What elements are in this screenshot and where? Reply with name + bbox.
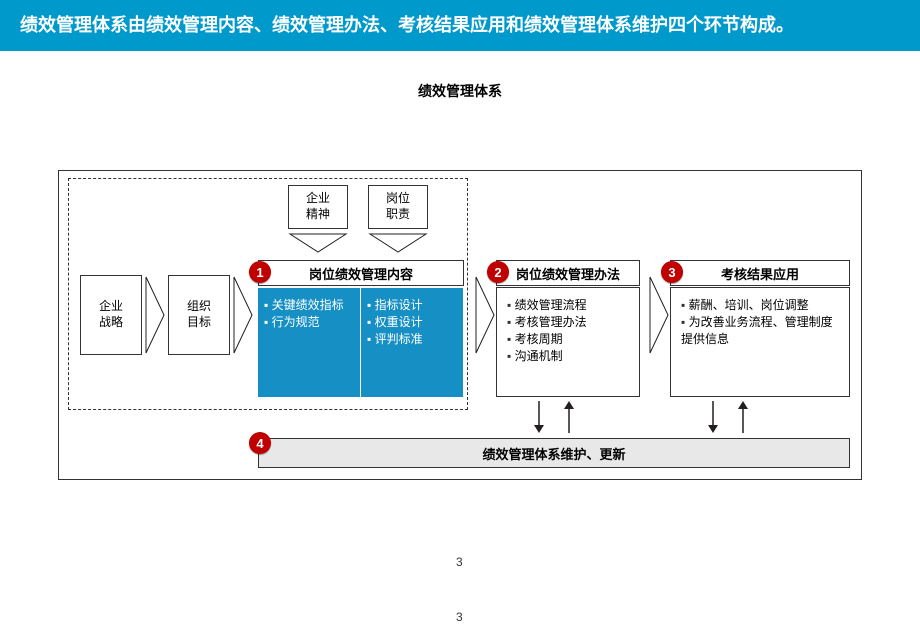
- white-panel: 绩效管理流程考核管理办法考核周期沟通机制: [496, 287, 640, 397]
- arrow-down-icon: [704, 399, 722, 440]
- section-number-badge: 4: [249, 432, 271, 454]
- slide-header: 绩效管理体系由绩效管理内容、绩效管理办法、考核结果应用和绩效管理体系维护四个环节…: [0, 0, 920, 51]
- top-input-box: 岗位职责: [368, 185, 428, 229]
- chevron-down-icon: [368, 232, 428, 261]
- panel-item: 评判标准: [367, 330, 457, 347]
- section-header: 考核结果应用: [670, 260, 850, 286]
- left-input-box: 企业战略: [80, 275, 142, 355]
- white-panel: 薪酬、培训、岗位调整为改善业务流程、管理制度提供信息: [670, 287, 850, 397]
- panel-item: 关键绩效指标: [264, 296, 354, 313]
- panel-item: 考核管理办法: [507, 313, 629, 330]
- panel-item: 绩效管理流程: [507, 296, 629, 313]
- top-input-box: 企业精神: [288, 185, 348, 229]
- panel-item: 权重设计: [367, 313, 457, 330]
- left-input-box: 组织目标: [168, 275, 230, 355]
- section-number-badge: 2: [487, 261, 509, 283]
- arrow-up-icon: [734, 399, 752, 440]
- panel-item: 沟通机制: [507, 347, 629, 364]
- panel-item: 指标设计: [367, 296, 457, 313]
- panel-item: 薪酬、培训、岗位调整: [681, 296, 839, 313]
- chart-title: 绩效管理体系: [0, 81, 920, 101]
- section-4-bar: 绩效管理体系维护、更新: [258, 438, 850, 468]
- chevron-right-icon: [648, 275, 670, 355]
- chevron-right-icon: [144, 275, 166, 355]
- panel-item: 行为规范: [264, 313, 354, 330]
- arrow-down-icon: [530, 399, 548, 440]
- arrow-up-icon: [560, 399, 578, 440]
- section-header: 岗位绩效管理内容: [258, 260, 464, 286]
- chevron-right-icon: [232, 275, 254, 355]
- section-header: 岗位绩效管理办法: [496, 260, 640, 286]
- section-number-badge: 1: [249, 261, 271, 283]
- chevron-down-icon: [288, 232, 348, 261]
- blue-panel: 指标设计权重设计评判标准: [361, 287, 464, 397]
- section-number-badge: 3: [661, 261, 683, 283]
- page-number-inner: 3: [456, 555, 463, 569]
- panel-item: 为改善业务流程、管理制度提供信息: [681, 313, 839, 347]
- page-number: 3: [456, 610, 463, 624]
- blue-panel: 关键绩效指标行为规范: [258, 287, 361, 397]
- chevron-right-icon: [474, 275, 496, 355]
- header-title: 绩效管理体系由绩效管理内容、绩效管理办法、考核结果应用和绩效管理体系维护四个环节…: [20, 15, 794, 35]
- panel-item: 考核周期: [507, 330, 629, 347]
